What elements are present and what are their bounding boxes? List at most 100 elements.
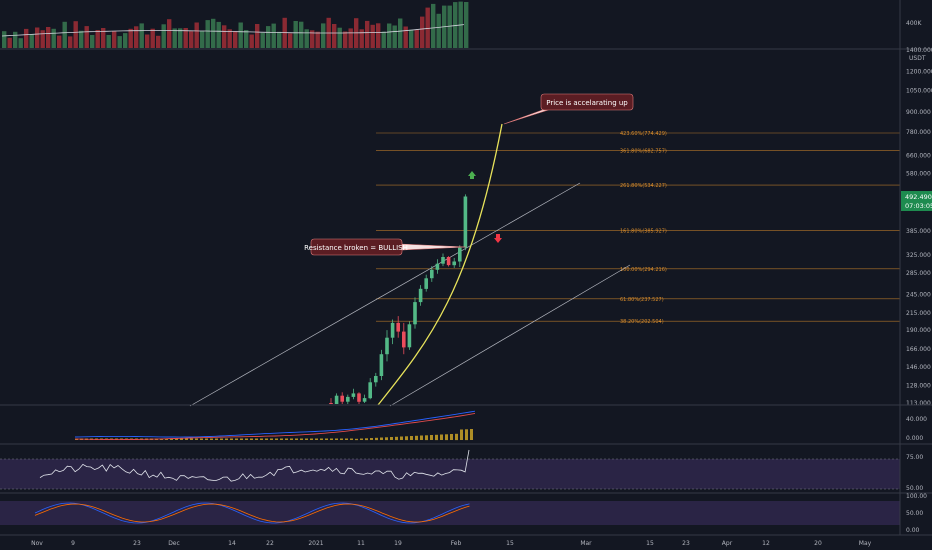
- price-pane: 423.60%(774.429) 361.80%(682.757) 261.80%(…: [189, 93, 900, 407]
- volume-bar: [29, 34, 34, 48]
- volume-bar: [145, 34, 150, 48]
- candle[interactable]: [430, 266, 434, 282]
- price-tick-label: 900.000: [906, 109, 931, 116]
- volume-bar: [216, 21, 221, 48]
- macd-histogram-bar: [365, 438, 368, 441]
- macd-histogram-bar: [240, 438, 243, 440]
- price-tick-label: 128.000: [906, 383, 931, 390]
- macd-histogram-bar: [340, 438, 343, 440]
- macd-histogram-bar: [170, 438, 173, 440]
- time-tick-label: 11: [357, 540, 365, 547]
- volume-bar: [123, 33, 128, 48]
- last-price-tag: 492.490 07:03:05: [901, 191, 932, 211]
- price-unit-label: USDT: [909, 55, 926, 62]
- volume-bar: [310, 30, 315, 48]
- macd-histogram-bar: [450, 434, 453, 440]
- volume-bar: [387, 23, 392, 48]
- price-tick-label: 113.000: [906, 400, 931, 407]
- macd-histogram-bar: [320, 438, 323, 440]
- annotation-text: Resistance broken = BULLISH: [304, 244, 408, 252]
- price-tick-label: 580.000: [906, 171, 931, 178]
- stoch-tick: 0.00: [906, 527, 920, 534]
- volume-bar: [244, 30, 249, 48]
- volume-bar: [178, 28, 183, 48]
- candle[interactable]: [424, 274, 428, 292]
- rsi-line: [39, 449, 470, 482]
- candle[interactable]: [446, 256, 451, 267]
- macd-histogram-bar: [210, 438, 213, 440]
- volume-bar: [84, 26, 89, 48]
- candle[interactable]: [407, 321, 412, 350]
- volume-bar: [112, 31, 117, 48]
- volume-bar: [370, 24, 375, 48]
- time-tick-label: 23: [682, 540, 690, 547]
- candle[interactable]: [463, 194, 468, 251]
- volume-bar: [90, 35, 95, 48]
- macd-histogram-bar: [360, 438, 363, 440]
- candle[interactable]: [351, 388, 356, 400]
- arrow-down-icon: [494, 234, 502, 243]
- candle[interactable]: [340, 392, 344, 404]
- volume-bar: [260, 32, 265, 48]
- volume-bar: [117, 36, 122, 48]
- candle[interactable]: [334, 393, 339, 404]
- volume-bar: [57, 35, 62, 48]
- candle[interactable]: [441, 253, 445, 267]
- candle[interactable]: [390, 319, 395, 345]
- macd-histogram-bar: [310, 438, 313, 440]
- volume-bar: [376, 23, 381, 48]
- candle[interactable]: [385, 330, 389, 362]
- volume-bar: [453, 2, 458, 49]
- candle[interactable]: [368, 378, 372, 400]
- macd-histogram-bar: [400, 436, 403, 440]
- volume-bar: [271, 23, 276, 48]
- macd-histogram-bar: [330, 438, 333, 440]
- macd-histogram-bar: [315, 438, 318, 440]
- volume-bar: [321, 23, 326, 48]
- price-tick-label: 215.000: [906, 310, 931, 317]
- volume-bar: [409, 29, 414, 48]
- volume-bar: [431, 3, 436, 48]
- candle[interactable]: [413, 297, 417, 329]
- price-tick-label: 1050.000: [906, 87, 932, 94]
- macd-histogram-bar: [305, 438, 308, 440]
- volume-bar: [403, 26, 408, 48]
- volume-bar: [420, 16, 425, 48]
- candle[interactable]: [329, 398, 333, 404]
- volume-bar: [79, 30, 84, 48]
- macd-tick: 40.000: [906, 416, 927, 423]
- macd-histogram-bar: [385, 437, 388, 441]
- candle[interactable]: [357, 392, 361, 404]
- macd-histogram-bar: [445, 434, 448, 441]
- volume-bar: [304, 29, 309, 48]
- channel-lower-line: [389, 264, 631, 407]
- volume-bar: [436, 13, 441, 49]
- time-tick-label: May: [859, 540, 872, 547]
- annotation-resistance[interactable]: Resistance broken = BULLISH: [304, 238, 467, 256]
- time-axis[interactable]: Nov 9 23 Dec 14 22 2021 11 19 Feb 15 Mar 15 23 Apr 12 20…: [31, 540, 872, 547]
- rsi-tick: 50.00: [906, 485, 923, 492]
- price-axis[interactable]: 1400.000 1200.000 1050.000 900.000 780.000 66…: [906, 47, 932, 407]
- candle[interactable]: [435, 259, 440, 274]
- candle[interactable]: [452, 257, 456, 268]
- volume-bar: [101, 28, 106, 48]
- candle[interactable]: [374, 372, 378, 387]
- macd-histogram-bar: [185, 438, 188, 440]
- candle[interactable]: [362, 394, 367, 403]
- candle[interactable]: [346, 394, 350, 404]
- volume-tick-label: 400K: [906, 20, 922, 27]
- candle[interactable]: [418, 285, 423, 306]
- candle[interactable]: [458, 245, 462, 267]
- candle[interactable]: [396, 316, 400, 338]
- price-tick-label: 780.000: [906, 129, 931, 136]
- time-tick-label: Nov: [31, 540, 43, 547]
- macd-pane: [74, 410, 476, 441]
- volume-bar: [233, 31, 238, 48]
- fib-level-label: 261.80%(534.227): [620, 183, 667, 189]
- candle[interactable]: [402, 322, 406, 355]
- price-tick-label: 190.000: [906, 327, 931, 334]
- annotation-accelerating[interactable]: Price is accelarating up: [503, 93, 634, 125]
- candle[interactable]: [379, 349, 384, 381]
- volume-bar: [266, 26, 271, 48]
